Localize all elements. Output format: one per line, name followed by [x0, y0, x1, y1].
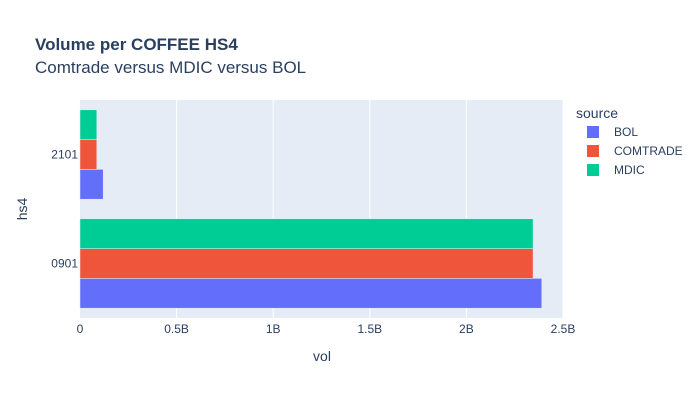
- legend: source BOL COMTRADE MDIC: [576, 105, 683, 177]
- bar-bol-2101: [79, 169, 104, 200]
- y-axis-title: hs4: [14, 198, 30, 221]
- x-tick-label: 0: [77, 322, 84, 336]
- y-tick-labels: 0901 2101: [51, 148, 78, 271]
- x-axis-title: vol: [313, 348, 331, 364]
- legend-swatch-mdic[interactable]: [587, 164, 599, 176]
- bar-comtrade-0901: [79, 248, 534, 279]
- bar-comtrade-2101: [79, 139, 98, 170]
- legend-label-bol[interactable]: BOL: [614, 125, 638, 139]
- y-tick-label: 0901: [51, 257, 78, 271]
- x-tick-label: 2.5B: [551, 322, 576, 336]
- chart-subtitle: Comtrade versus MDIC versus BOL: [35, 58, 306, 77]
- chart-title: Volume per COFFEE HS4: [35, 35, 238, 54]
- x-tick-label: 2B: [459, 322, 474, 336]
- bar-mdic-2101: [79, 109, 98, 140]
- legend-title: source: [576, 105, 618, 121]
- legend-label-mdic[interactable]: MDIC: [614, 163, 645, 177]
- x-tick-label: 0.5B: [164, 322, 189, 336]
- legend-swatch-bol[interactable]: [587, 126, 599, 138]
- x-tick-labels: 0 0.5B 1B 1.5B 2B 2.5B: [77, 322, 576, 336]
- y-tick-label: 2101: [51, 148, 78, 162]
- bars: [79, 109, 542, 309]
- bar-mdic-0901: [79, 218, 534, 249]
- x-tick-label: 1.5B: [357, 322, 382, 336]
- legend-swatch-comtrade[interactable]: [587, 145, 599, 157]
- bar-bol-0901: [79, 278, 542, 309]
- legend-label-comtrade[interactable]: COMTRADE: [614, 144, 683, 158]
- x-tick-label: 1B: [266, 322, 281, 336]
